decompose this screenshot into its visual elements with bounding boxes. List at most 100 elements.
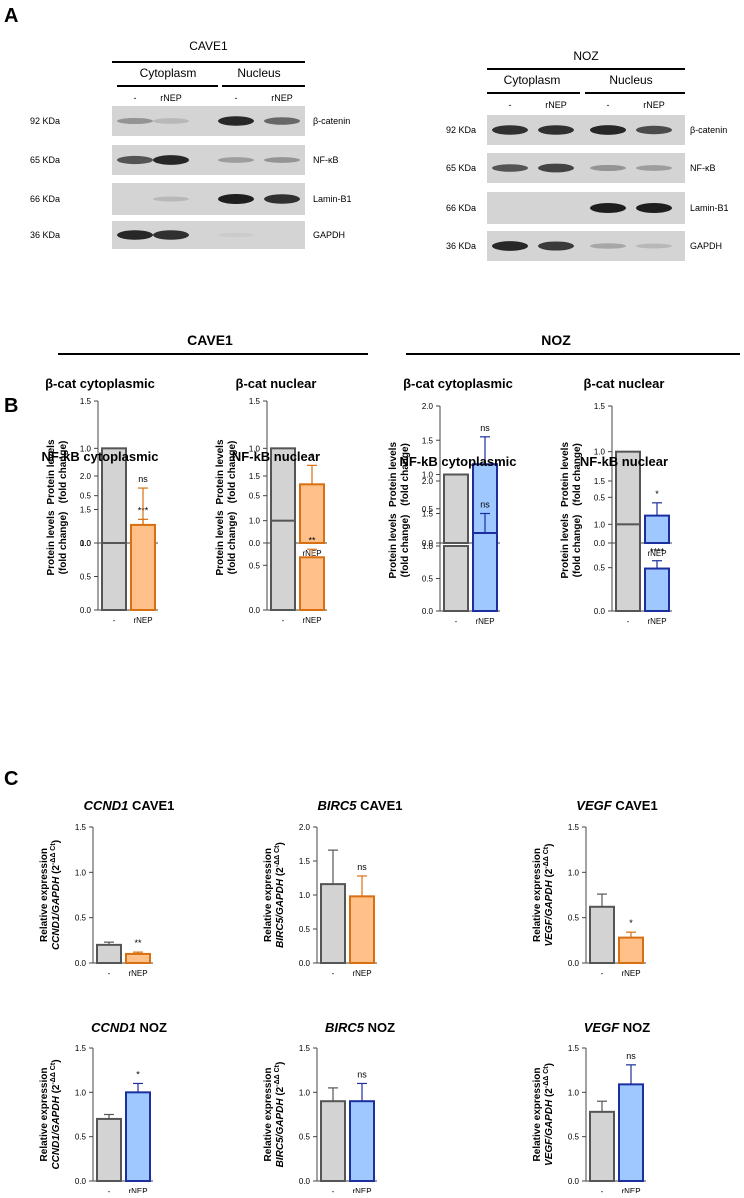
y-axis-formula-exp: -ΔΔ Ct (274, 1064, 281, 1086)
y-axis-gene-ratio: CCND1/GAPDH (51, 1095, 62, 1169)
blot-band (538, 125, 574, 135)
significance-label: ** (308, 535, 316, 545)
y-tick-label: 1.0 (422, 471, 434, 480)
y-axis-formula: (2 (544, 868, 555, 880)
chart-title: BIRC5 NOZ (325, 1020, 395, 1035)
chart-title: CCND1 CAVE1 (84, 798, 175, 813)
bar-control (320, 1100, 346, 1182)
y-tick-label: 1.0 (75, 1088, 87, 1097)
x-tick-label: rNEP (647, 549, 666, 558)
panel-label-a: A (4, 5, 18, 27)
significance-label: ns (626, 1051, 636, 1061)
y-tick-label: 2.0 (299, 823, 311, 832)
blot-lane-label: rNEP (271, 93, 293, 103)
y-tick-label: 1.0 (422, 542, 434, 551)
x-tick-label: - (601, 969, 604, 978)
chart-title: NF-kB cytoplasmic (41, 449, 158, 464)
bar-control (96, 1117, 122, 1183)
chart-title-line: NOZ (364, 1020, 395, 1035)
blot-fraction-label: Cytoplasm (504, 73, 561, 87)
blot-mw-label: 65 KDa (446, 163, 476, 173)
bar-rnep (125, 952, 151, 965)
blot-band (636, 243, 672, 249)
x-tick-label: - (108, 1187, 111, 1193)
y-axis-label-line: Protein levels (215, 510, 226, 575)
y-axis-sublabel: CCND1/GAPDH (2-ΔΔ Ct) (50, 1059, 62, 1169)
bar-control (320, 883, 346, 964)
chart-b7: NF-kB cytoplasmic 0.0 0.5 1.0 1.5 2.0 Protein … (388, 454, 517, 626)
y-tick-label: 0.5 (594, 564, 606, 573)
y-tick-label: 0.0 (75, 959, 87, 968)
blot-protein-label: β-catenin (690, 125, 727, 135)
y-tick-label: 0.5 (422, 505, 434, 514)
chart-title-line: CAVE1 (612, 798, 658, 813)
bar-rnep (130, 523, 156, 611)
y-tick-label: 1.5 (80, 506, 92, 515)
y-axis-gene-ratio: VEGF/GAPDH (544, 1099, 555, 1166)
chart-title-line: NOZ (619, 1020, 650, 1035)
y-axis-label-line: (fold change) (572, 443, 583, 506)
significance-label: ns (480, 423, 490, 433)
y-axis-label-line: (fold change) (227, 441, 238, 504)
blot-lane-label: - (235, 93, 238, 103)
x-tick-label: rNEP (302, 616, 321, 625)
chart-title: NF-kB nuclear (580, 454, 668, 469)
y-tick-label: 1.5 (422, 510, 434, 519)
blot-band (117, 155, 153, 165)
y-tick-label: 0.5 (568, 1133, 580, 1142)
y-axis-formula: (2 (544, 1088, 555, 1100)
blot-band (153, 230, 189, 240)
y-axis-sublabel: CCND1/GAPDH (2-ΔΔ Ct) (50, 840, 62, 950)
y-axis-label: Relative expression (263, 848, 274, 942)
significance-label: * (136, 1069, 140, 1079)
group-header-noz: NOZ (541, 332, 571, 348)
chart-title-gene: CCND1 (84, 798, 129, 813)
x-tick-label: rNEP (352, 1187, 371, 1193)
bar-control (101, 542, 127, 611)
bar-control (270, 519, 296, 612)
y-tick-label: 0.5 (299, 1133, 311, 1142)
chart-c3: VEGF CAVE1 0.0 0.5 1.0 1.5 Relative expressio… (532, 798, 658, 978)
blot-fraction-label: Cytoplasm (140, 66, 197, 80)
y-tick-label: 0.0 (568, 959, 580, 968)
y-tick-label: 0.5 (568, 914, 580, 923)
y-axis-label: Relative expression (532, 848, 543, 942)
y-axis-sublabel: VEGF/GAPDH (2-ΔΔ Ct) (543, 844, 555, 947)
y-tick-label: 0.5 (249, 561, 261, 570)
y-axis-label-line: Protein levels (46, 510, 57, 575)
y-tick-label: 0.0 (594, 539, 606, 548)
blot-lane-label: rNEP (160, 93, 182, 103)
blot-lane-label: - (607, 100, 610, 110)
y-tick-label: 1.0 (249, 517, 261, 526)
y-tick-label: 0.5 (249, 492, 261, 501)
bar-rnep (299, 556, 325, 611)
blot-lane-label: rNEP (545, 100, 567, 110)
blot-lane-label: rNEP (643, 100, 665, 110)
y-axis-label-line: Protein levels (388, 513, 399, 578)
x-tick-label: - (332, 969, 335, 978)
bar-rnep (618, 936, 644, 965)
blot-lane-label: - (134, 93, 137, 103)
x-tick-label: rNEP (128, 1187, 147, 1193)
blot-band (218, 194, 254, 204)
chart-title-line: CAVE1 (128, 798, 174, 813)
bar-control (96, 943, 122, 964)
y-axis-sublabel: VEGF/GAPDH (2-ΔΔ Ct) (543, 1063, 555, 1166)
bar-control (443, 545, 469, 612)
y-tick-label: 1.0 (80, 444, 92, 453)
y-tick-label: 0.0 (594, 607, 606, 616)
y-tick-label: 0.5 (594, 493, 606, 502)
y-tick-label: 1.5 (594, 477, 606, 486)
y-axis-formula-exp: -ΔΔ Ct (274, 845, 281, 867)
y-axis-label-line: (fold change) (227, 512, 238, 575)
y-axis-sublabel: BIRC5/GAPDH (2-ΔΔ Ct) (274, 842, 286, 948)
x-tick-label: - (108, 969, 111, 978)
significance-label: ns (357, 1069, 367, 1079)
y-axis-gene-ratio: BIRC5/GAPDH (275, 878, 286, 948)
chart-title: CCND1 NOZ (91, 1020, 167, 1035)
y-axis-formula: (2 (275, 867, 286, 879)
blot-mw-label: 36 KDa (446, 241, 476, 251)
x-tick-label: rNEP (621, 1187, 640, 1193)
blot-band (117, 230, 153, 240)
